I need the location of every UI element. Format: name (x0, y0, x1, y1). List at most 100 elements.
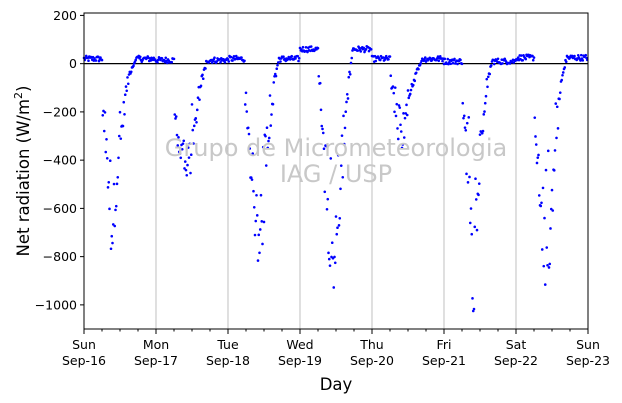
data-point (374, 59, 378, 63)
x-tick-label-date: Sep-18 (206, 353, 250, 368)
data-point (134, 58, 138, 62)
data-point (414, 71, 418, 75)
data-point (338, 216, 342, 220)
data-point (319, 108, 323, 112)
data-point (115, 182, 119, 186)
data-point (540, 201, 543, 205)
data-point (199, 84, 203, 88)
watermark-line-2: IAG / USP (280, 160, 392, 188)
data-point (443, 57, 447, 61)
data-point (465, 172, 468, 176)
data-point (276, 63, 279, 67)
data-point (469, 207, 473, 210)
data-point (179, 156, 183, 160)
data-point (265, 126, 269, 130)
data-point (111, 241, 114, 245)
data-point (333, 255, 336, 259)
data-point (465, 121, 469, 125)
data-point (345, 92, 349, 96)
data-point (551, 209, 555, 212)
data-point (330, 241, 334, 245)
data-point (546, 149, 550, 153)
data-point (349, 61, 353, 65)
data-point (258, 251, 261, 255)
data-point (548, 262, 552, 266)
data-point (453, 62, 457, 65)
data-point (391, 85, 395, 88)
x-tick-label-weekday: Sat (506, 337, 527, 352)
data-point (99, 56, 102, 59)
data-point (504, 60, 508, 64)
x-tick-label-weekday: Thu (359, 337, 383, 352)
data-point (183, 167, 186, 170)
data-point (104, 150, 108, 154)
data-point (573, 54, 576, 58)
data-point (405, 113, 409, 117)
data-point (470, 232, 474, 236)
watermark: Grupo de Micrometeorologia IAG / USP (165, 134, 507, 188)
data-point (555, 136, 558, 140)
data-point (119, 137, 123, 140)
data-point (318, 81, 322, 85)
data-point (261, 145, 265, 149)
data-point (122, 100, 126, 104)
x-tick-label-date: Sep-19 (278, 353, 322, 368)
data-point (554, 102, 558, 105)
data-point (460, 62, 464, 66)
data-point (178, 152, 182, 155)
data-point (477, 182, 481, 185)
x-tick-label-weekday: Mon (143, 337, 169, 352)
data-point (247, 132, 251, 136)
data-point (129, 70, 133, 74)
data-point (231, 59, 234, 62)
data-point (563, 66, 567, 69)
data-point (252, 189, 255, 193)
data-point (581, 59, 585, 62)
data-point (183, 160, 187, 163)
data-point (250, 178, 254, 181)
data-point (537, 194, 541, 197)
data-point (320, 124, 324, 128)
data-point (519, 54, 523, 57)
data-point (192, 124, 196, 128)
data-point (472, 307, 476, 311)
data-point (441, 59, 444, 63)
data-point (336, 226, 339, 230)
data-point (174, 115, 178, 118)
data-point (437, 59, 441, 63)
data-point (246, 126, 250, 130)
data-point (341, 175, 345, 179)
data-point (543, 216, 546, 220)
data-point (532, 56, 536, 59)
data-point (316, 46, 320, 50)
data-point (558, 97, 561, 101)
data-point (451, 61, 455, 65)
data-point (328, 264, 332, 267)
data-point (267, 139, 270, 143)
data-point (258, 228, 262, 231)
data-point (87, 59, 90, 63)
data-point (545, 246, 549, 249)
data-point (449, 62, 453, 66)
data-point (462, 114, 466, 118)
data-point (297, 56, 301, 60)
data-point (116, 175, 120, 179)
data-point (400, 146, 404, 150)
data-point (192, 142, 195, 145)
data-point (334, 215, 338, 218)
data-point (483, 101, 487, 105)
y-tick-label: −600 (43, 201, 77, 216)
data-point (297, 59, 300, 63)
data-point (348, 70, 351, 74)
x-axis: SunSep-16MonSep-17TueSep-18WedSep-19ThuS… (62, 329, 610, 368)
data-point (124, 85, 128, 88)
data-point (262, 220, 266, 224)
data-point (201, 73, 204, 77)
data-point (195, 120, 198, 124)
data-point (533, 116, 537, 119)
data-point (268, 94, 272, 97)
data-point (482, 113, 486, 116)
data-point (101, 113, 105, 117)
data-point (556, 127, 560, 130)
data-point (389, 74, 393, 78)
